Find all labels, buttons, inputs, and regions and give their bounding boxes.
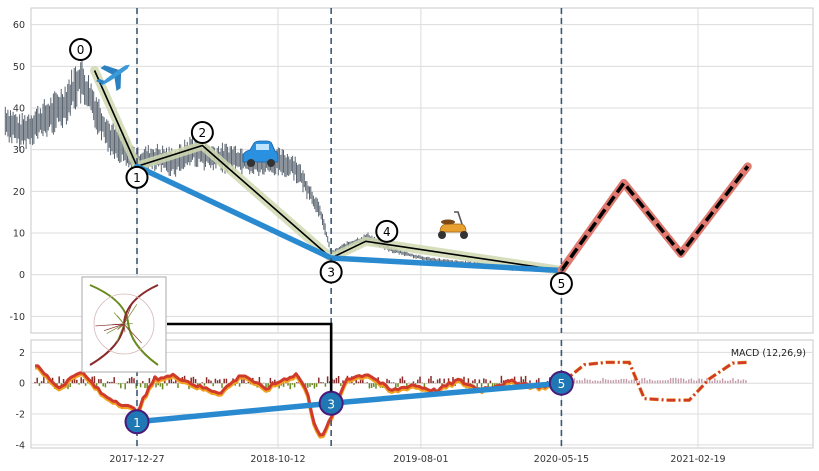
macd-marker-group: 1 3 5 (124, 340, 574, 448)
wave-label-circle (125, 165, 149, 189)
wave-line (93, 70, 562, 272)
scooter-handle (454, 211, 463, 225)
macd-y-tick-label: 0 (19, 379, 25, 390)
scooter-icon (438, 211, 468, 239)
macd-wave-label-5: 5 (558, 377, 566, 391)
wave-label-group: 0 1 2 3 4 5 (69, 38, 573, 295)
macd-title: MACD (12,26,9) (731, 348, 806, 359)
macd-y-tick-label: -4 (16, 440, 25, 451)
wave-label-1: 1 (133, 171, 141, 185)
wave-label-circle (549, 272, 573, 295)
airplane-body (100, 64, 130, 86)
wave-label-circle (190, 121, 214, 144)
inset-spoke (123, 303, 133, 325)
macd-y-tick-label: -2 (16, 410, 25, 421)
price-y-tick-label: -10 (9, 312, 25, 323)
scooter-wheel-rear (438, 231, 446, 239)
projection-line (559, 165, 750, 272)
inset-spoke (112, 323, 125, 326)
inset-spoke (123, 323, 126, 333)
macd-wave-label-3: 3 (327, 397, 335, 411)
macd-y-tick-label: 2 (19, 348, 25, 359)
inset-circle (93, 293, 155, 355)
wave-label-circle (319, 260, 343, 284)
wave-label-5: 5 (558, 277, 566, 291)
price-y-tick-label: 40 (13, 104, 25, 115)
x-tick-label: 2021-02-19 (670, 454, 725, 465)
projection-group (557, 162, 752, 275)
scooter-wheel-front (460, 231, 468, 239)
airplane-icon (95, 64, 130, 92)
inset-spoke (117, 323, 125, 330)
x-tick-label: 2020-05-15 (534, 454, 589, 465)
wave-path-group (90, 66, 566, 275)
x-axis-ticks: 2017-12-27 2018-10-12 2019-08-01 2020-05-15… (109, 454, 725, 465)
scooter-body (439, 223, 467, 233)
airplane-tail (95, 78, 105, 85)
price-y-tick-label: 50 (13, 62, 25, 73)
x-tick-label: 2017-12-27 (109, 454, 164, 465)
wave-label-0: 0 (77, 43, 85, 57)
wave-label-2: 2 (199, 126, 207, 140)
inset-spoke (116, 323, 125, 344)
price-y-tick-label: 20 (13, 187, 25, 198)
airplane-wing-top (100, 65, 119, 75)
macd-wave-label-1: 1 (133, 416, 141, 430)
scooter-seat (441, 219, 455, 225)
car-body (242, 140, 279, 163)
inset-spoke (123, 323, 142, 344)
macd-wave-marker (124, 409, 150, 435)
icon-group (95, 64, 468, 239)
airplane-wing-bottom (114, 73, 122, 92)
macd-line (35, 364, 561, 437)
car-window (256, 144, 269, 150)
price-y-tick-label: 60 (13, 20, 25, 31)
x-tick-label: 2018-10-12 (250, 454, 305, 465)
macd-wave-marker (318, 390, 344, 416)
inset-spoke (106, 323, 125, 334)
macd-wave-marker (548, 370, 574, 396)
connector-line (167, 322, 333, 392)
x-tick-label: 2019-08-01 (393, 454, 448, 465)
inset-curve-a (89, 284, 159, 366)
projected-macd-line (560, 361, 748, 402)
inset-spoke (113, 312, 125, 325)
inset-spoke (123, 304, 138, 325)
connector-group (167, 322, 333, 392)
car-wheel-rear (267, 159, 275, 167)
macd-y-ticks: -4 -2 0 2 (16, 348, 25, 452)
wave-label-4: 4 (383, 225, 391, 239)
wave-label-circle (375, 219, 399, 243)
car-icon (242, 140, 279, 167)
price-y-ticks: -10 0 10 20 30 40 50 60 (9, 20, 25, 323)
macd-series-group (35, 360, 748, 439)
price-y-tick-label: 0 (19, 270, 25, 281)
price-y-tick-label: 10 (13, 229, 25, 240)
inset-spoke (103, 323, 125, 332)
inset-spoke (123, 323, 133, 335)
price-y-tick-label: 30 (13, 145, 25, 156)
wave-label-circle (69, 38, 93, 61)
car-wheel-front (247, 159, 255, 167)
inset-thumbnail (81, 276, 167, 373)
wave-label-3: 3 (327, 266, 335, 280)
